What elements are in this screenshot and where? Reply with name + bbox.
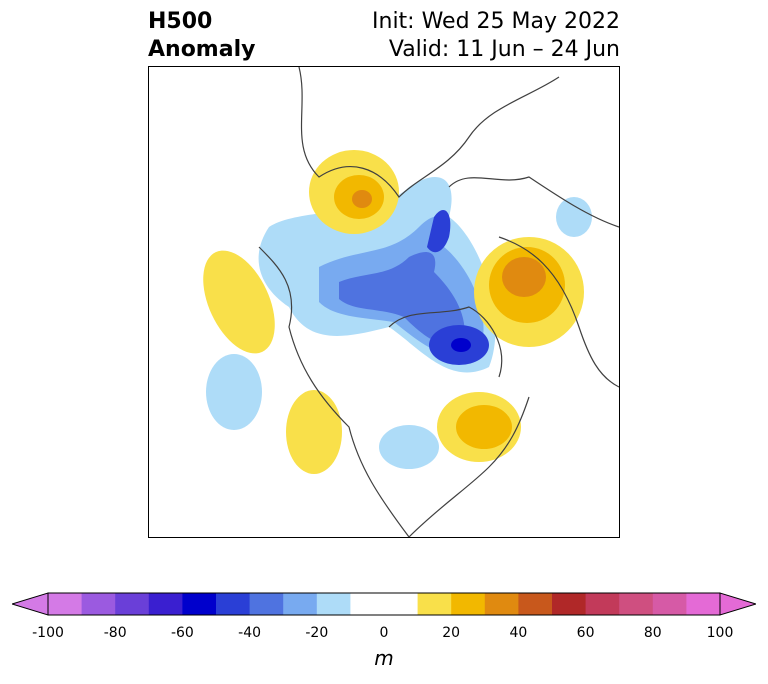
colorbar-bin bbox=[552, 593, 587, 615]
colorbar bbox=[12, 592, 756, 616]
title-variable: H500 bbox=[148, 9, 213, 34]
positive-anomaly-center bbox=[502, 257, 546, 297]
positive-anomaly-region bbox=[456, 405, 512, 449]
colorbar-bin bbox=[585, 593, 620, 615]
colorbar-tick-label: 20 bbox=[442, 625, 461, 641]
anomaly-map bbox=[148, 66, 620, 538]
negative-anomaly-region bbox=[379, 425, 439, 469]
colorbar-unit: m bbox=[374, 646, 394, 670]
positive-anomaly-region bbox=[286, 390, 342, 474]
negative-anomaly-region bbox=[206, 354, 262, 430]
colorbar-tick-label: -80 bbox=[103, 625, 127, 641]
colorbar-bin bbox=[518, 593, 553, 615]
colorbar-tick-label: 80 bbox=[643, 625, 662, 641]
colorbar-bin bbox=[249, 593, 284, 615]
title-anomaly: Anomaly bbox=[148, 37, 256, 62]
map-canvas bbox=[203, 67, 619, 537]
colorbar-tick-label: -20 bbox=[305, 625, 329, 641]
negative-anomaly-center bbox=[451, 338, 471, 352]
colorbar-tick-label: 0 bbox=[379, 625, 389, 641]
colorbar-bin bbox=[350, 593, 385, 615]
anomaly-shading bbox=[203, 150, 592, 474]
colorbar-bin bbox=[283, 593, 318, 615]
init-date: Init: Wed 25 May 2022 bbox=[372, 9, 620, 34]
colorbar-bin bbox=[48, 593, 83, 615]
colorbar-under-arrow bbox=[12, 592, 49, 616]
colorbar-bin bbox=[652, 593, 687, 615]
valid-range: Valid: 11 Jun – 24 Jun bbox=[388, 37, 620, 62]
negative-anomaly-region bbox=[427, 209, 451, 253]
colorbar-bin bbox=[451, 593, 486, 615]
colorbar-bin bbox=[216, 593, 251, 615]
colorbar-tick-label: 100 bbox=[706, 625, 734, 641]
colorbar-tick-label: -60 bbox=[170, 625, 194, 641]
colorbar-bin bbox=[619, 593, 654, 615]
colorbar-bin bbox=[384, 593, 419, 615]
colorbar-tick-label: -40 bbox=[238, 625, 262, 641]
colorbar-bin bbox=[686, 593, 721, 615]
positive-anomaly-center bbox=[352, 190, 372, 208]
colorbar-tick-label: 60 bbox=[576, 625, 595, 641]
colorbar-bin bbox=[417, 593, 452, 615]
colorbar-bin bbox=[115, 593, 150, 615]
colorbar-bin bbox=[182, 593, 217, 615]
colorbar-bin bbox=[148, 593, 183, 615]
coastlines bbox=[258, 67, 619, 537]
colorbar-tick-label: -100 bbox=[32, 625, 64, 641]
colorbar-bin bbox=[316, 593, 351, 615]
map-dates: Init: Wed 25 May 2022 Valid: 11 Jun – 24… bbox=[372, 8, 620, 64]
negative-anomaly-region bbox=[339, 252, 465, 346]
positive-anomaly-region bbox=[203, 250, 275, 354]
map-title: H500 Anomaly bbox=[148, 8, 255, 64]
colorbar-over-arrow bbox=[719, 592, 756, 616]
colorbar-tick-label: 40 bbox=[509, 625, 528, 641]
colorbar-bin bbox=[484, 593, 519, 615]
colorbar-bin bbox=[81, 593, 116, 615]
negative-anomaly-region bbox=[556, 197, 592, 237]
